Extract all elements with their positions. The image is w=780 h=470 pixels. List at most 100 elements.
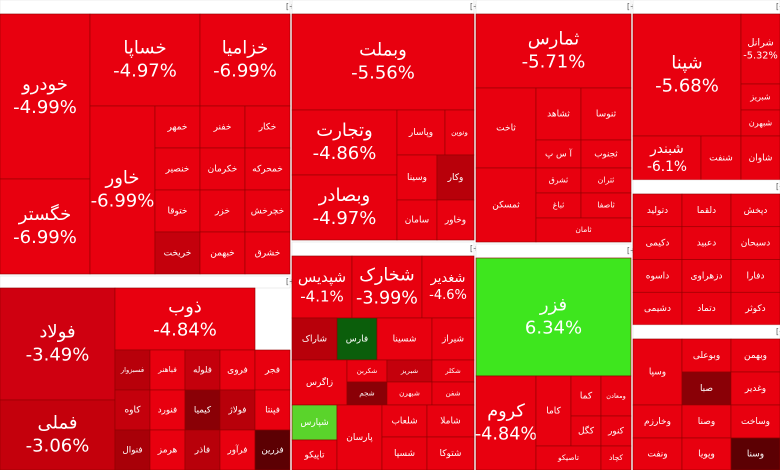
tile-label: فجر	[264, 366, 280, 376]
tile[interactable]	[600, 415, 632, 447]
tile[interactable]	[244, 147, 291, 191]
tile[interactable]	[244, 105, 291, 149]
tile[interactable]	[149, 429, 186, 470]
tile[interactable]	[426, 404, 475, 438]
tile[interactable]	[336, 317, 378, 361]
tile[interactable]	[580, 167, 632, 194]
tile[interactable]	[475, 257, 632, 377]
tile[interactable]	[376, 317, 433, 361]
tile[interactable]	[254, 429, 291, 470]
tile-label: تاصیکو	[557, 453, 579, 462]
tile-change: -3.49%	[26, 345, 90, 366]
tile[interactable]	[475, 87, 537, 169]
tile[interactable]	[535, 375, 572, 447]
tile[interactable]	[184, 349, 221, 391]
tile[interactable]	[600, 375, 632, 417]
tile[interactable]	[199, 105, 246, 149]
tile[interactable]	[730, 259, 780, 293]
tile[interactable]	[436, 199, 475, 241]
tile[interactable]	[381, 404, 428, 438]
tile[interactable]	[535, 217, 632, 243]
tile[interactable]	[396, 199, 438, 241]
tile[interactable]	[700, 135, 742, 181]
tile[interactable]	[681, 291, 732, 326]
tile-label: دفارا	[747, 271, 765, 281]
tile[interactable]	[396, 154, 438, 201]
tile[interactable]	[535, 87, 582, 141]
tile[interactable]	[154, 189, 201, 233]
tile[interactable]	[421, 255, 475, 319]
tile[interactable]	[570, 375, 602, 417]
tile[interactable]	[436, 154, 475, 201]
tile-change: -6.99%	[91, 191, 155, 212]
tile-label: ختوقا	[168, 207, 188, 217]
group-title[interactable]: فراورده های نفتی، کک و سوخت هسته ای [+]	[776, 2, 780, 11]
tile[interactable]	[291, 439, 338, 470]
tile[interactable]	[114, 349, 151, 391]
tile[interactable]	[351, 255, 423, 319]
tile[interactable]	[730, 338, 780, 373]
tile[interactable]	[89, 105, 156, 275]
tile[interactable]	[475, 13, 632, 89]
tile[interactable]	[740, 83, 780, 111]
tile[interactable]	[426, 436, 475, 470]
tile[interactable]	[0, 399, 116, 470]
tile[interactable]	[681, 193, 732, 228]
tile[interactable]	[632, 291, 683, 326]
tile[interactable]	[600, 445, 632, 470]
tile-label: فسبزوار	[120, 366, 144, 374]
tile[interactable]	[254, 349, 291, 391]
tile[interactable]	[291, 404, 338, 441]
tile[interactable]	[681, 371, 732, 406]
tile[interactable]	[154, 231, 201, 275]
group-title[interactable]: سرمایه گذاریها [+]	[776, 327, 780, 336]
tile[interactable]	[291, 13, 475, 111]
tile[interactable]	[244, 231, 291, 275]
tile[interactable]	[149, 389, 186, 431]
tile-label: وخارزم	[644, 417, 671, 427]
tile[interactable]	[199, 13, 291, 107]
tile[interactable]	[291, 255, 353, 319]
tile[interactable]	[580, 139, 632, 169]
tile[interactable]	[254, 389, 291, 431]
tile[interactable]	[681, 259, 732, 293]
tile[interactable]	[475, 375, 537, 470]
tile[interactable]	[570, 415, 602, 447]
tile[interactable]	[431, 317, 475, 361]
tile[interactable]	[740, 13, 780, 85]
tile[interactable]	[0, 287, 116, 401]
tile[interactable]	[730, 371, 780, 406]
tile[interactable]	[291, 109, 398, 176]
group-title[interactable]: مواد و محصولات دارویی [+]	[776, 182, 780, 191]
tile[interactable]	[681, 226, 732, 260]
tile[interactable]	[580, 87, 632, 141]
tile[interactable]	[114, 287, 256, 351]
tile-label: خمحرکه	[252, 165, 283, 175]
tile[interactable]	[291, 359, 348, 406]
tile[interactable]	[381, 436, 428, 470]
tile-label: وساخت	[741, 417, 770, 427]
tile[interactable]	[0, 178, 91, 275]
tile-label: شاراک	[302, 334, 327, 345]
tile-label: خودرو	[21, 74, 68, 95]
tile-label: دلقما	[697, 206, 716, 216]
tile[interactable]	[535, 139, 582, 169]
tile-label: ثمارس	[528, 28, 580, 49]
tile-label: کاما	[546, 407, 561, 417]
tile[interactable]	[199, 147, 246, 191]
tile[interactable]	[730, 291, 780, 326]
tile[interactable]	[681, 338, 732, 373]
tile[interactable]	[0, 13, 91, 180]
tile[interactable]	[199, 189, 246, 233]
tile[interactable]	[154, 105, 201, 149]
tile[interactable]	[219, 389, 256, 431]
tile[interactable]	[632, 437, 683, 470]
tile[interactable]	[730, 437, 780, 470]
tile[interactable]	[730, 404, 780, 439]
tile-label: دپخش	[744, 206, 768, 216]
tile[interactable]	[475, 167, 537, 243]
tile[interactable]	[632, 259, 683, 293]
tile[interactable]	[219, 429, 256, 470]
tile[interactable]	[632, 193, 683, 228]
tile[interactable]	[396, 109, 446, 156]
